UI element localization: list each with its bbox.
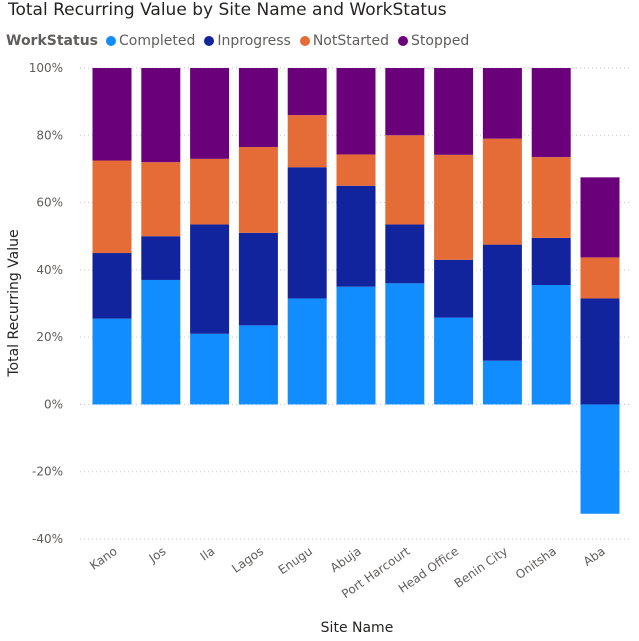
- y-axis-ticks: 100% 80% 60% 40% 20% 0% -20% -40%: [29, 61, 63, 546]
- bars[interactable]: [92, 68, 620, 514]
- legend-label-inprogress: Inprogress: [217, 33, 291, 49]
- bar-completed-enugu[interactable]: [287, 298, 327, 405]
- y-tick-label: 0%: [44, 397, 63, 411]
- bar-stopped-aba[interactable]: [580, 177, 620, 258]
- bar-stopped-head-office[interactable]: [434, 68, 474, 155]
- legend-label-notstarted: NotStarted: [312, 33, 390, 49]
- x-tick-label: Enugu: [276, 544, 315, 577]
- bar-notstarted-onitsha[interactable]: [531, 157, 571, 238]
- bar-inprogress-enugu[interactable]: [287, 167, 327, 299]
- bar-notstarted-ila[interactable]: [190, 158, 230, 225]
- x-tick-label: Ila: [198, 544, 218, 564]
- bar-stopped-kano[interactable]: [92, 68, 132, 161]
- bar-completed-lagos[interactable]: [238, 325, 278, 405]
- bar-inprogress-head-office[interactable]: [434, 259, 474, 318]
- bar-stopped-onitsha[interactable]: [531, 68, 571, 158]
- bar-completed-benin-city[interactable]: [482, 360, 522, 405]
- y-tick-label: -40%: [32, 532, 63, 546]
- legend-item-inprogress[interactable]: Inprogress: [204, 33, 291, 49]
- bar-stopped-jos[interactable]: [141, 68, 181, 163]
- legend-marker-notstarted: [299, 36, 310, 46]
- y-tick-label: 60%: [36, 196, 63, 210]
- y-tick-label: 100%: [29, 61, 63, 75]
- y-tick-label: 40%: [36, 263, 63, 277]
- legend-label-completed: Completed: [119, 33, 196, 49]
- bar-notstarted-enugu[interactable]: [287, 115, 327, 168]
- legend-label-stopped: Stopped: [411, 33, 470, 49]
- bar-completed-ila[interactable]: [190, 333, 230, 405]
- bar-notstarted-lagos[interactable]: [238, 147, 278, 233]
- bar-inprogress-kano[interactable]: [92, 253, 132, 319]
- x-tick-label: Onitsha: [513, 544, 559, 582]
- legend-marker-stopped: [398, 36, 409, 46]
- bar-notstarted-port-harcourt[interactable]: [385, 135, 425, 225]
- x-axis-title: Site Name: [321, 620, 394, 636]
- x-tick-label: Lagos: [229, 544, 266, 576]
- legend-title: WorkStatus: [6, 33, 98, 49]
- x-tick-label: Benin City: [452, 544, 510, 591]
- bar-completed-aba[interactable]: [580, 404, 620, 514]
- y-tick-label: -20%: [32, 465, 63, 479]
- x-tick-label: Kano: [87, 544, 120, 573]
- bar-notstarted-jos[interactable]: [141, 162, 181, 237]
- bar-stopped-enugu[interactable]: [287, 68, 327, 116]
- y-axis-title: Total Recurring Value: [6, 229, 22, 377]
- legend-marker-inprogress: [204, 36, 215, 46]
- bar-notstarted-head-office[interactable]: [434, 154, 474, 260]
- bar-completed-kano[interactable]: [92, 318, 132, 405]
- bar-inprogress-lagos[interactable]: [238, 232, 278, 326]
- bar-completed-head-office[interactable]: [434, 317, 474, 405]
- bar-completed-onitsha[interactable]: [531, 284, 571, 405]
- x-tick-label: Abuja: [328, 544, 364, 575]
- bar-stopped-benin-city[interactable]: [482, 68, 522, 139]
- bar-notstarted-kano[interactable]: [92, 160, 132, 254]
- legend-item-stopped[interactable]: Stopped: [398, 33, 469, 49]
- bar-inprogress-ila[interactable]: [190, 224, 230, 334]
- legend-item-completed[interactable]: Completed: [106, 33, 195, 49]
- bar-stopped-abuja[interactable]: [336, 68, 376, 155]
- y-tick-label: 20%: [36, 330, 63, 344]
- bar-notstarted-abuja[interactable]: [336, 154, 376, 186]
- bar-completed-abuja[interactable]: [336, 286, 376, 405]
- bar-inprogress-port-harcourt[interactable]: [385, 224, 425, 284]
- legend-item-notstarted[interactable]: NotStarted: [299, 33, 390, 49]
- bar-stopped-port-harcourt[interactable]: [385, 68, 425, 136]
- bar-inprogress-onitsha[interactable]: [531, 237, 571, 285]
- chart-title: Total Recurring Value by Site Name and W…: [8, 0, 447, 20]
- legend-marker-completed: [106, 36, 116, 46]
- bar-stopped-ila[interactable]: [190, 68, 230, 159]
- bar-inprogress-aba[interactable]: [580, 298, 620, 405]
- bar-inprogress-jos[interactable]: [141, 236, 181, 280]
- bar-inprogress-abuja[interactable]: [336, 185, 376, 287]
- bar-stopped-lagos[interactable]: [238, 68, 278, 148]
- legend: WorkStatus Completed Inprogress NotStart…: [6, 33, 478, 49]
- bar-notstarted-benin-city[interactable]: [482, 138, 522, 245]
- bar-notstarted-aba[interactable]: [580, 257, 620, 299]
- y-tick-label: 80%: [36, 128, 63, 142]
- bar-inprogress-benin-city[interactable]: [482, 244, 522, 361]
- bar-completed-jos[interactable]: [141, 279, 181, 405]
- x-tick-label: Jos: [146, 544, 169, 566]
- bar-completed-port-harcourt[interactable]: [385, 283, 425, 405]
- x-tick-label: Aba: [581, 544, 608, 569]
